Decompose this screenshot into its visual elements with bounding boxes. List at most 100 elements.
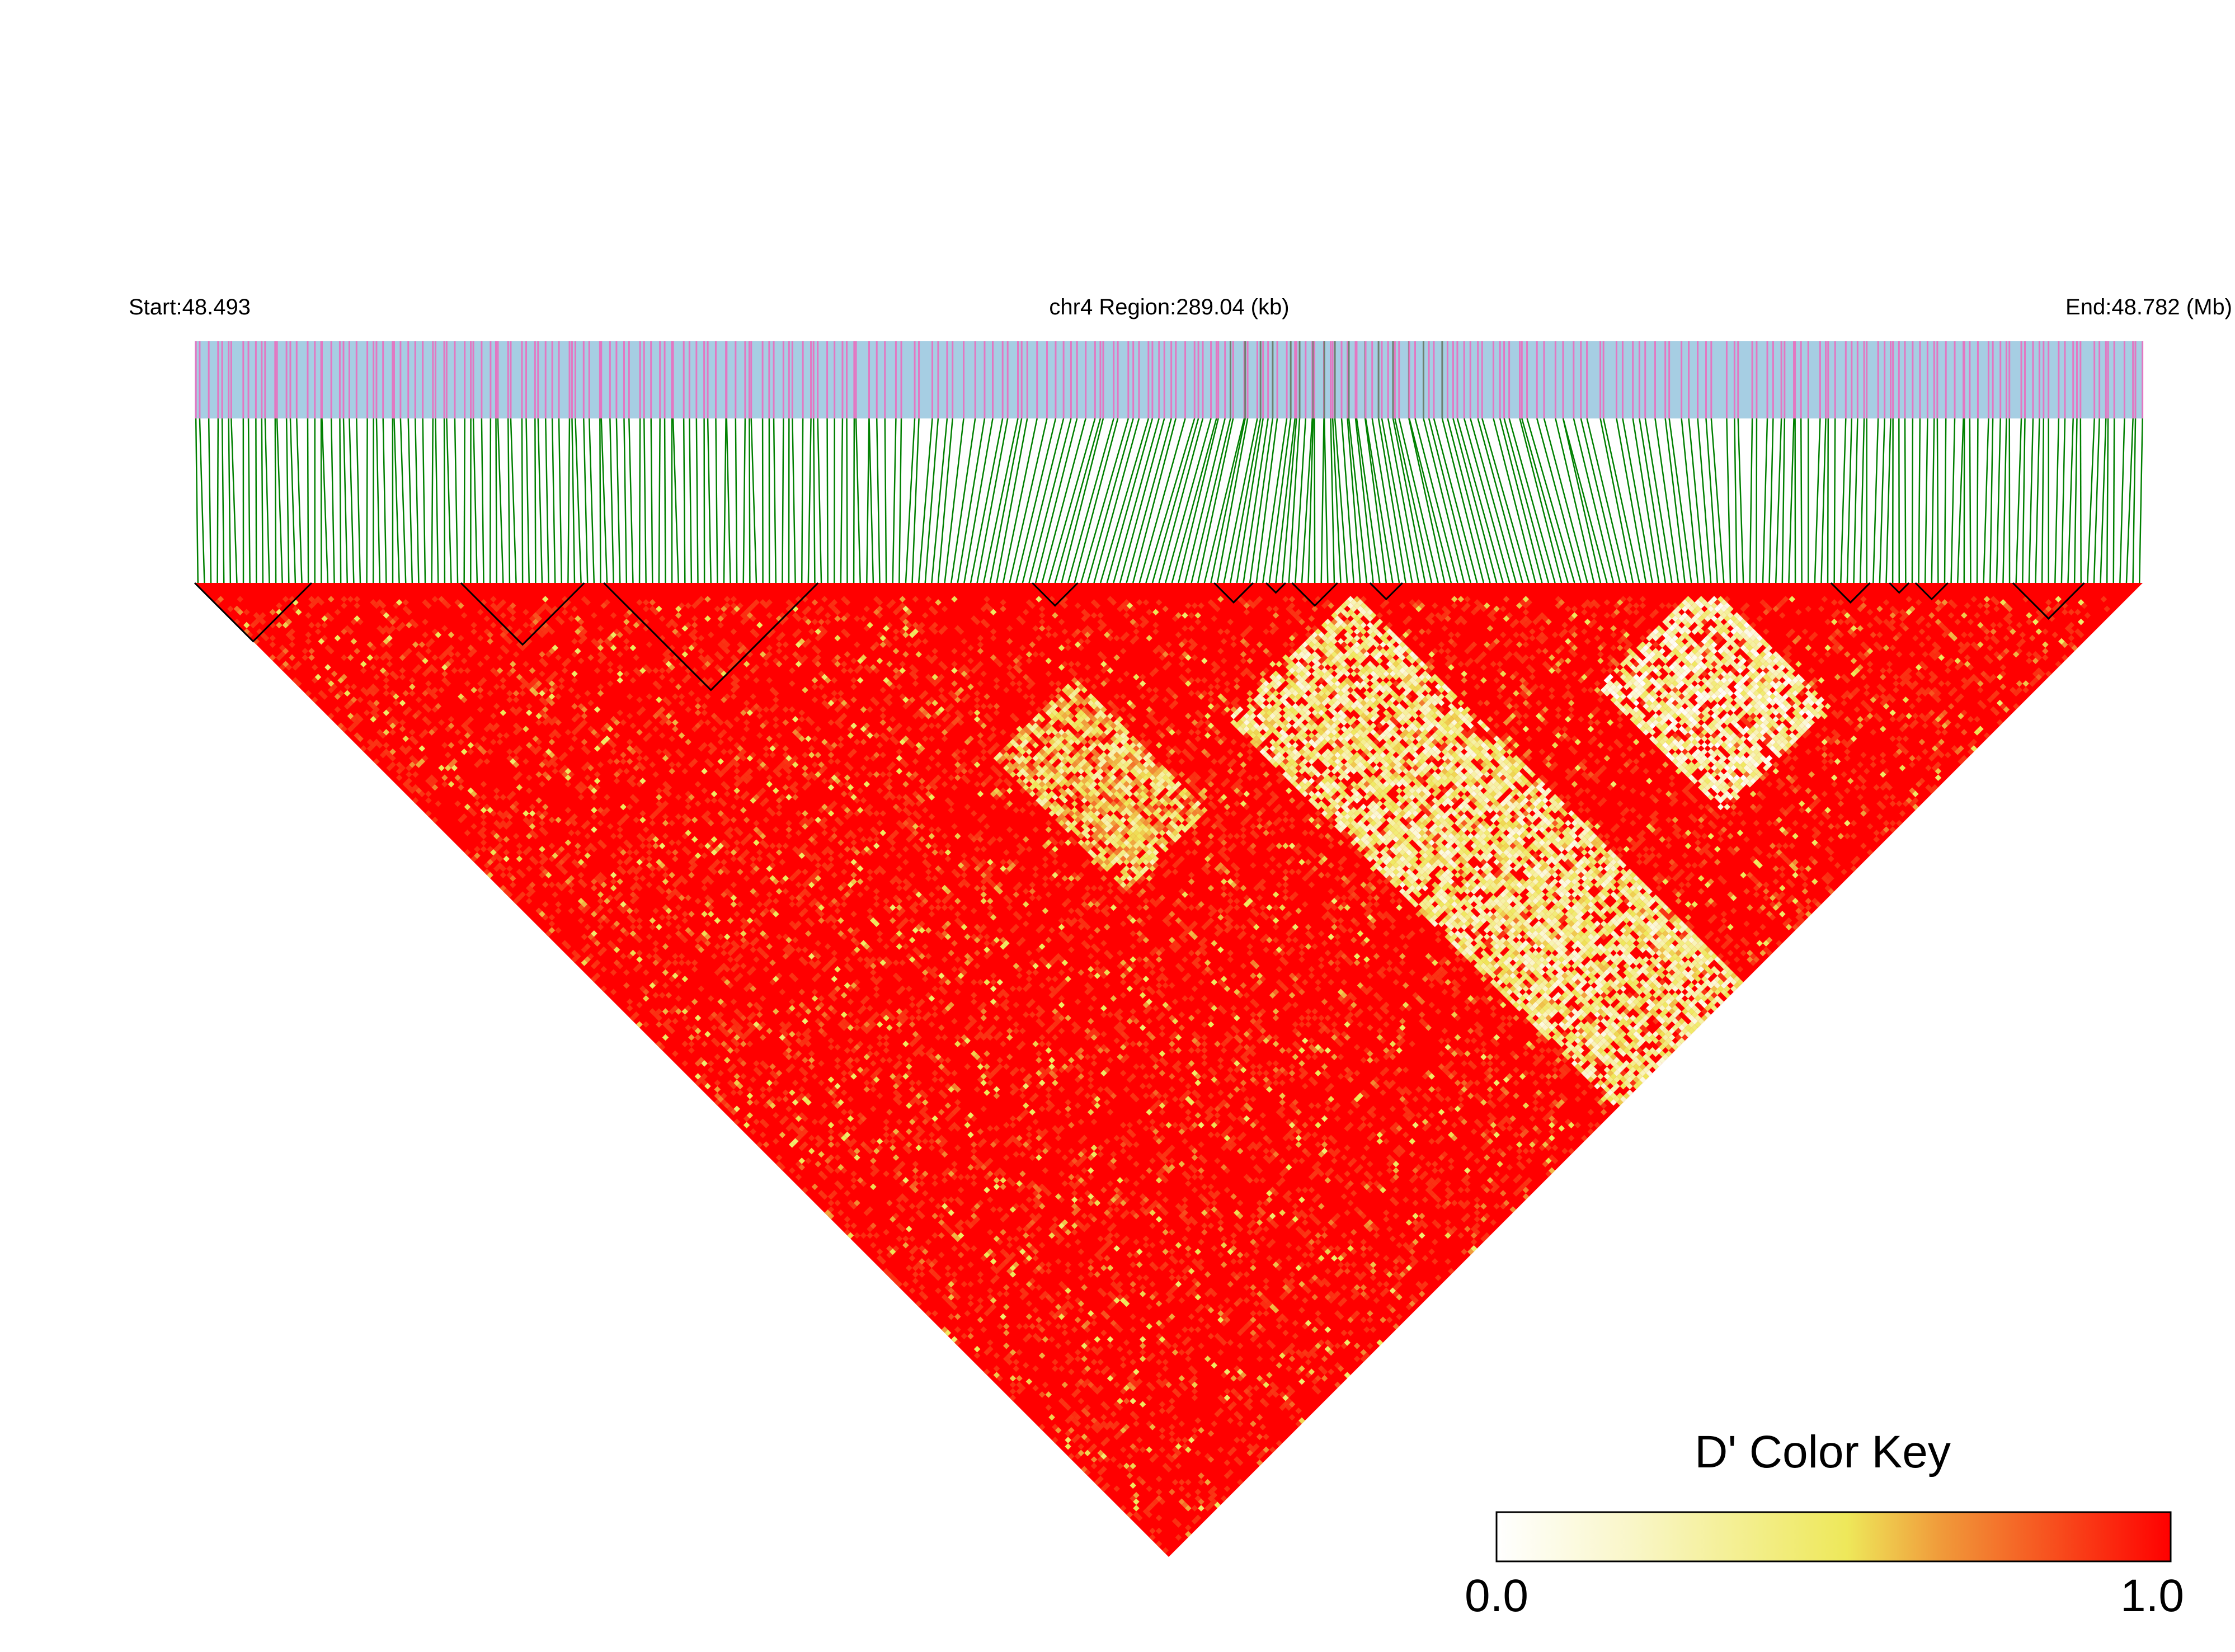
snp-connector xyxy=(1015,418,1057,583)
snp-connector xyxy=(321,418,329,583)
snp-connector xyxy=(1330,418,1335,583)
ld-cell xyxy=(1042,1381,1049,1389)
ld-cell xyxy=(850,1203,857,1210)
ld-cell xyxy=(1019,1385,1026,1392)
ld-cell xyxy=(925,1239,932,1245)
ld-cell xyxy=(525,820,533,827)
ld-cell xyxy=(279,612,286,619)
ld-cell xyxy=(899,1226,906,1232)
ld-cell xyxy=(805,1157,812,1164)
ld-cell xyxy=(1006,1358,1013,1366)
ld-cell xyxy=(591,936,597,944)
ld-cell xyxy=(448,781,455,788)
ld-cell xyxy=(555,881,562,888)
ld-cell xyxy=(756,1141,763,1148)
ld-cell xyxy=(951,1303,958,1310)
ld-cell xyxy=(1110,1424,1117,1430)
ld-cell xyxy=(824,1157,831,1164)
ld-cell xyxy=(305,638,312,645)
ld-cell xyxy=(370,709,377,716)
ld-cell xyxy=(227,605,234,613)
ld-cell xyxy=(623,969,630,976)
ld-cell xyxy=(827,1154,835,1161)
ld-cell xyxy=(912,1277,919,1284)
ld-cell xyxy=(746,1041,754,1047)
ld-cell xyxy=(480,813,487,820)
ld-cell xyxy=(1133,1491,1140,1499)
ld-cell xyxy=(694,1028,702,1034)
ld-cell xyxy=(386,719,393,726)
ld-cell xyxy=(1155,1489,1163,1495)
ld-cell xyxy=(1130,1482,1136,1489)
ld-cell xyxy=(324,677,331,684)
ld-cell xyxy=(730,1037,737,1044)
ld-cell xyxy=(649,982,656,989)
ld-cell xyxy=(1097,1475,1104,1482)
snp-connector xyxy=(537,418,543,583)
ld-cell xyxy=(496,862,504,869)
ld-cell xyxy=(587,953,594,960)
ld-cell xyxy=(285,618,293,625)
snp-connector xyxy=(1956,418,1964,583)
ld-cell xyxy=(844,1229,851,1236)
ld-cell xyxy=(406,771,412,778)
ld-cell xyxy=(808,1135,815,1142)
ld-cell xyxy=(925,1258,932,1265)
ld-cell xyxy=(386,764,393,771)
ld-cell xyxy=(954,1339,961,1346)
snp-connector xyxy=(507,418,511,583)
ld-cell xyxy=(802,1115,808,1122)
snp-connector xyxy=(1364,418,1387,583)
ld-cell xyxy=(480,846,487,853)
snp-connector xyxy=(230,418,238,583)
ld-cell xyxy=(1133,1498,1140,1505)
ld-cell xyxy=(460,748,468,755)
ld-cell xyxy=(373,706,380,713)
ld-cell xyxy=(383,670,390,677)
snp-connector xyxy=(1846,418,1853,583)
snp-connector xyxy=(1428,418,1471,583)
ld-cell xyxy=(935,1274,942,1281)
ld-cell xyxy=(311,677,318,684)
ld-cell xyxy=(691,998,698,1005)
snp-connector xyxy=(1086,418,1134,583)
ld-cell xyxy=(730,1063,737,1070)
snp-connector xyxy=(2125,418,2134,583)
snp-connector xyxy=(2035,418,2040,583)
ld-cell xyxy=(470,855,477,863)
ld-cell xyxy=(354,732,360,739)
ld-cell xyxy=(594,959,601,966)
ld-cell xyxy=(617,936,624,944)
ld-cell xyxy=(545,872,552,879)
ld-cell xyxy=(1009,1394,1017,1401)
ld-cell xyxy=(610,943,617,950)
ld-cell xyxy=(350,638,357,645)
ld-cell xyxy=(1117,1462,1123,1470)
snp-connector xyxy=(285,418,290,583)
ld-cell xyxy=(662,982,669,989)
snp-connector xyxy=(2087,418,2095,583)
ld-cell xyxy=(1162,1547,1169,1554)
ld-cell xyxy=(1130,1495,1136,1502)
snp-connector xyxy=(1996,418,2001,583)
ld-cell xyxy=(464,830,471,836)
ld-cell xyxy=(1022,1362,1029,1369)
ld-cell xyxy=(496,823,504,830)
ld-cell xyxy=(1103,1437,1111,1443)
ld-cell xyxy=(373,713,380,719)
ld-cell xyxy=(311,696,318,703)
ld-cell xyxy=(366,738,374,746)
snp-connector xyxy=(1632,418,1660,583)
ld-cell xyxy=(815,1160,822,1168)
ld-cell xyxy=(957,1251,964,1259)
snp-connector xyxy=(208,418,212,583)
ld-cell xyxy=(237,596,244,603)
ld-cell xyxy=(850,1170,857,1178)
ld-cell xyxy=(1136,1475,1143,1482)
snp-connector xyxy=(1093,418,1140,583)
snp-connector xyxy=(1734,418,1738,583)
ld-cell xyxy=(383,748,390,755)
ld-cell xyxy=(818,1151,825,1158)
ld-cell xyxy=(915,1261,922,1268)
ld-cell xyxy=(733,1041,740,1047)
